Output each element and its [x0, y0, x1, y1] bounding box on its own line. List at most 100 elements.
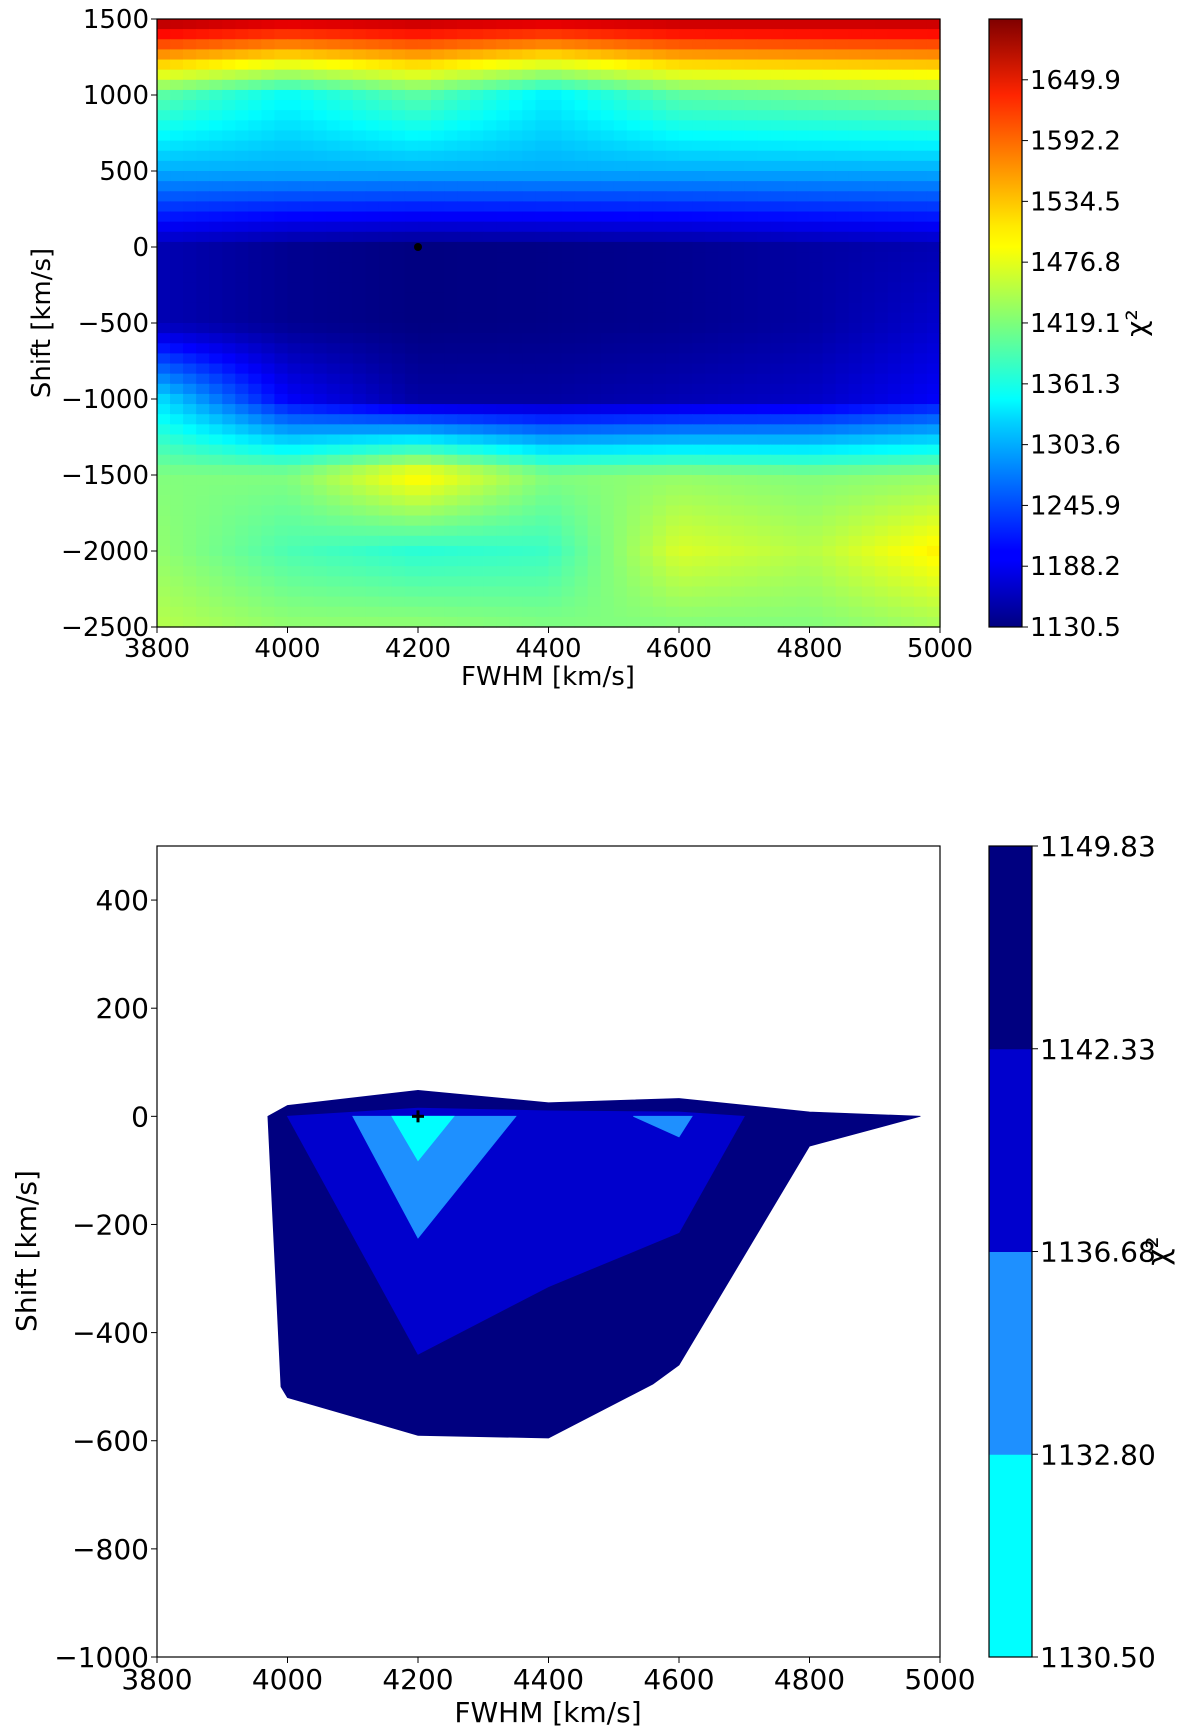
- heatmap-cell: [887, 576, 902, 588]
- heatmap-cell: [378, 292, 393, 304]
- heatmap-cell: [887, 191, 902, 202]
- heatmap-cell: [509, 29, 523, 40]
- heatmap-cell: [783, 19, 798, 30]
- heatmap-cell: [561, 29, 576, 40]
- heatmap-cell: [404, 302, 419, 314]
- heatmap-cell: [404, 535, 419, 547]
- heatmap-cell: [561, 150, 576, 162]
- heatmap-cell: [183, 211, 197, 223]
- heatmap-cell: [418, 150, 432, 162]
- heatmap-cell: [731, 130, 745, 142]
- heatmap-cell: [574, 525, 589, 537]
- heatmap-cell: [365, 120, 380, 132]
- heatmap-cell: [326, 292, 341, 304]
- heatmap-cell: [457, 211, 471, 223]
- heatmap-cell: [483, 525, 497, 537]
- heatmap-cell: [548, 252, 563, 263]
- heatmap-cell: [196, 59, 210, 71]
- heatmap-cell: [600, 475, 615, 486]
- heatmap-cell: [718, 353, 732, 365]
- heatmap-cell: [718, 69, 732, 81]
- heatmap-cell: [574, 79, 589, 91]
- heatmap-cell: [196, 191, 210, 202]
- heatmap-cell: [183, 191, 197, 202]
- heatmap-cell: [809, 79, 824, 91]
- heatmap-cell: [731, 596, 745, 608]
- heatmap-cell: [196, 576, 210, 588]
- heatmap-cell: [822, 39, 837, 50]
- heatmap-cell: [679, 556, 693, 567]
- heatmap-cell: [900, 485, 915, 496]
- heatmap-cell: [874, 576, 889, 588]
- heatmap-cell: [365, 59, 380, 71]
- heatmap-cell: [913, 39, 928, 50]
- heatmap-cell: [365, 231, 380, 243]
- heatmap-cell: [796, 576, 811, 588]
- heatmap-cell: [274, 231, 289, 243]
- heatmap-cell: [378, 424, 393, 436]
- heatmap-cell: [731, 363, 745, 375]
- heatmap-cell: [170, 616, 184, 628]
- heatmap-cell: [444, 566, 458, 577]
- heatmap-cell: [418, 464, 432, 476]
- heatmap-cell: [861, 485, 876, 496]
- heatmap-cell: [731, 160, 745, 172]
- heatmap-cell: [300, 525, 315, 537]
- heatmap-cell: [431, 404, 445, 415]
- heatmap-cell: [692, 292, 706, 304]
- heatmap-cell: [404, 19, 419, 30]
- heatmap-cell: [574, 302, 589, 314]
- heatmap-cell: [535, 110, 550, 121]
- heatmap-cell: [822, 130, 837, 142]
- heatmap-cell: [561, 515, 576, 527]
- heatmap-cell: [613, 59, 628, 71]
- heatmap-cell: [652, 69, 667, 81]
- heatmap-cell: [248, 252, 262, 263]
- heatmap-cell: [365, 434, 380, 446]
- heatmap-cell: [418, 241, 432, 253]
- heatmap-cell: [496, 363, 510, 375]
- heatmap-cell: [900, 272, 915, 284]
- heatmap-cell: [509, 596, 523, 608]
- heatmap-cell: [783, 252, 798, 263]
- heatmap-cell: [235, 181, 249, 192]
- heatmap-cell: [483, 535, 497, 547]
- heatmap-cell: [418, 566, 432, 577]
- heatmap-cell: [874, 515, 889, 527]
- heatmap-cell: [339, 515, 354, 527]
- heatmap-cell: [639, 130, 654, 142]
- heatmap-cell: [757, 606, 771, 618]
- heatmap-cell: [470, 515, 484, 527]
- heatmap-cell: [705, 616, 719, 628]
- heatmap-cell: [926, 464, 941, 476]
- heatmap-cell: [600, 29, 615, 40]
- heatmap-cell: [313, 383, 328, 395]
- heatmap-cell: [431, 181, 445, 192]
- heatmap-cell: [535, 404, 550, 415]
- heatmap-cell: [470, 363, 484, 375]
- heatmap-cell: [509, 414, 523, 425]
- heatmap-cell: [705, 434, 719, 446]
- heatmap-cell: [561, 454, 576, 466]
- heatmap-cell: [235, 343, 249, 354]
- heatmap-cell: [587, 606, 602, 618]
- heatmap-cell: [861, 576, 876, 588]
- heatmap-cell: [261, 586, 276, 598]
- heatmap-cell: [339, 120, 354, 132]
- heatmap-cell: [300, 414, 315, 425]
- heatmap-cell: [822, 495, 837, 506]
- heatmap-cell: [665, 393, 680, 405]
- heatmap-cell: [861, 495, 876, 506]
- heatmap-cell: [731, 19, 745, 30]
- heatmap-cell: [457, 231, 471, 243]
- heatmap-cell: [248, 79, 262, 91]
- heatmap-cell: [209, 312, 223, 324]
- heatmap-cell: [639, 414, 654, 425]
- heatmap-cell: [718, 596, 732, 608]
- heatmap-cell: [391, 323, 406, 334]
- heatmap-cell: [613, 545, 628, 557]
- heatmap-cell: [457, 252, 471, 263]
- heatmap-cell: [600, 576, 615, 588]
- heatmap-cell: [222, 606, 236, 618]
- heatmap-cell: [809, 323, 824, 334]
